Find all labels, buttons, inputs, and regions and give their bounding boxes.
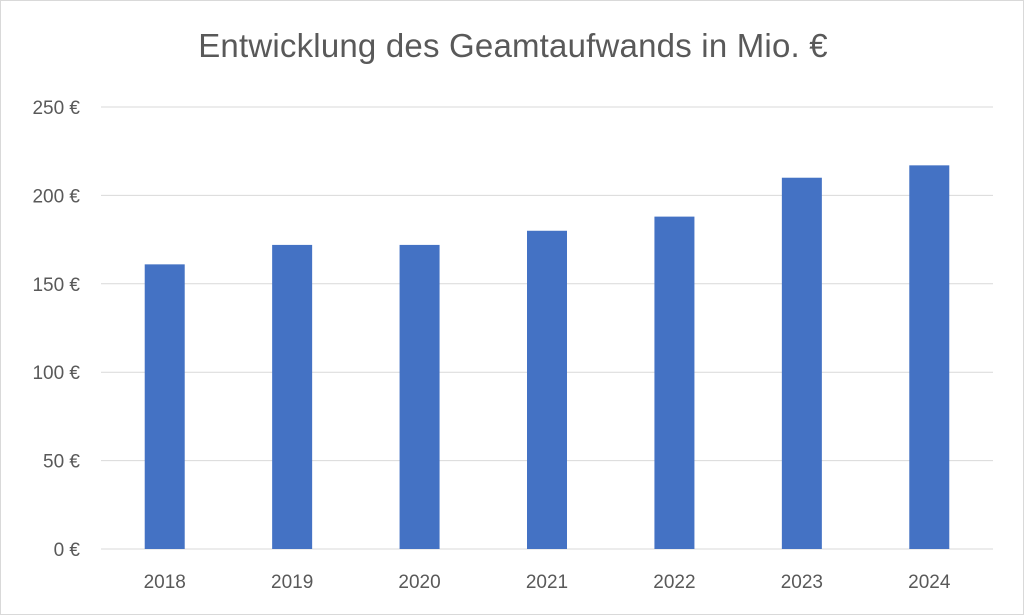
- y-tick-label: 0 €: [54, 540, 81, 561]
- x-tick-label: 2024: [908, 572, 951, 593]
- bar-2020: [399, 244, 440, 550]
- bar-2023: [781, 177, 822, 549]
- x-tick-label: 2020: [398, 572, 440, 593]
- bar-2019: [272, 244, 313, 550]
- bar-2021: [527, 230, 567, 549]
- x-tick-label: 2019: [271, 572, 313, 593]
- y-tick-label: 250 €: [32, 98, 80, 119]
- bar-2024: [909, 165, 950, 549]
- x-tick-label: 2022: [653, 572, 695, 593]
- y-tick-label: 50 €: [43, 452, 80, 473]
- x-tick-label: 2018: [144, 572, 186, 593]
- x-tick-label: 2021: [526, 572, 568, 593]
- x-tick-label: 2023: [781, 572, 823, 593]
- bar-2022: [654, 216, 695, 549]
- chart-title: Entwicklung des Geamtaufwands in Mio. €: [198, 27, 828, 64]
- y-tick-label: 150 €: [32, 275, 80, 296]
- y-tick-label: 100 €: [32, 363, 80, 384]
- bar-2018: [144, 264, 185, 549]
- y-tick-label: 200 €: [32, 186, 80, 207]
